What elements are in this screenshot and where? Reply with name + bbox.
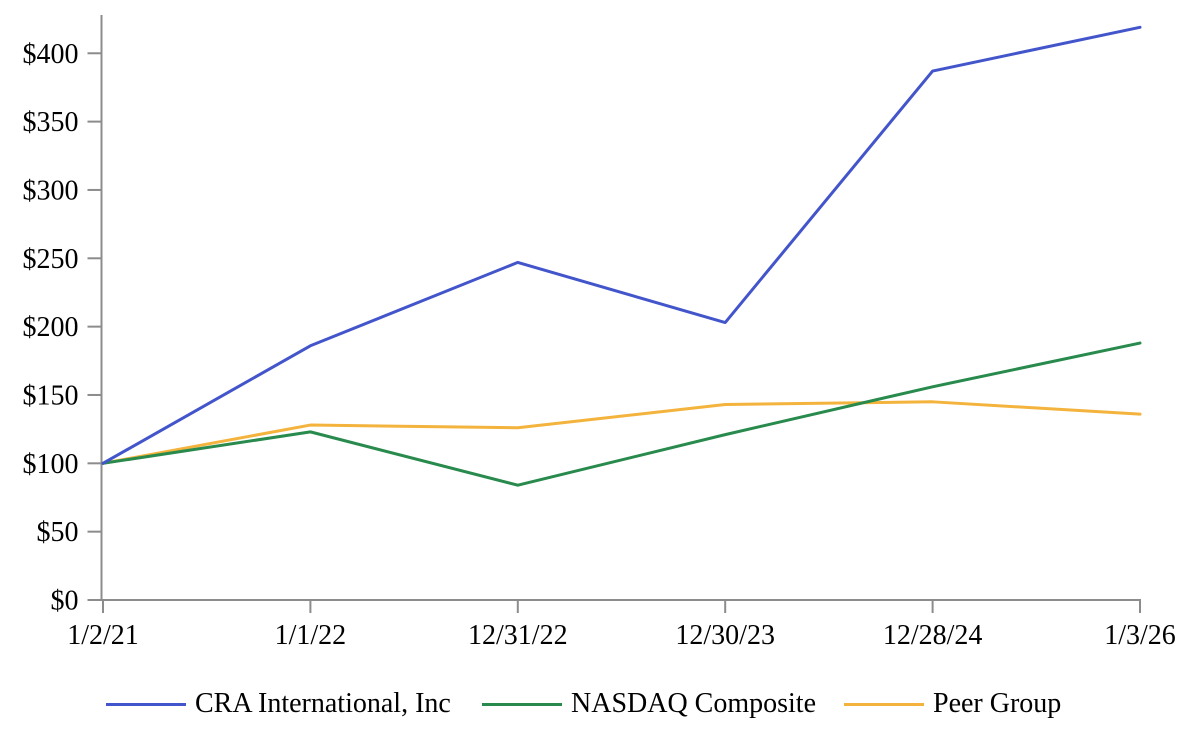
x-axis-tick-label: 1/1/22 — [275, 620, 347, 651]
series-line-peer-group — [101, 400, 1142, 465]
x-axis-tick-label: 12/28/24 — [883, 620, 983, 651]
legend-label-cra: CRA International, Inc — [195, 688, 451, 719]
legend-item-cra: CRA International, Inc — [106, 686, 451, 722]
y-axis-tick-label: $250 — [23, 244, 79, 275]
x-axis-tick-label: 12/30/23 — [675, 620, 775, 651]
legend-swatch-peer-group — [844, 702, 924, 706]
y-axis-tick-label: $350 — [23, 107, 79, 138]
y-axis-tick-label: $300 — [23, 175, 79, 206]
legend-item-peer-group: Peer Group — [844, 686, 1061, 722]
y-axis-tick-label: $100 — [23, 449, 79, 480]
legend-swatch-cra — [106, 702, 186, 706]
chart-legend: CRA International, Inc NASDAQ Composite … — [0, 686, 1200, 726]
y-axis-tick-label: $0 — [51, 586, 79, 617]
x-axis-tick-label: 1/3/26 — [1104, 620, 1176, 651]
legend-label-nasdaq: NASDAQ Composite — [571, 688, 817, 719]
y-axis-tick-label: $200 — [23, 312, 79, 343]
legend-swatch-nasdaq — [482, 702, 562, 706]
legend-item-nasdaq: NASDAQ Composite — [482, 686, 816, 722]
x-axis-tick-label: 12/31/22 — [468, 620, 568, 651]
series-line-cra-international-inc — [101, 25, 1142, 465]
y-axis-tick-label: $50 — [37, 517, 79, 548]
legend-label-peer-group: Peer Group — [933, 688, 1062, 719]
y-axis-tick-label: $150 — [23, 380, 79, 411]
x-axis-tick-label: 1/2/21 — [67, 620, 139, 651]
y-axis-tick-label: $400 — [23, 39, 79, 70]
series-line-nasdaq-composite — [101, 341, 1142, 487]
